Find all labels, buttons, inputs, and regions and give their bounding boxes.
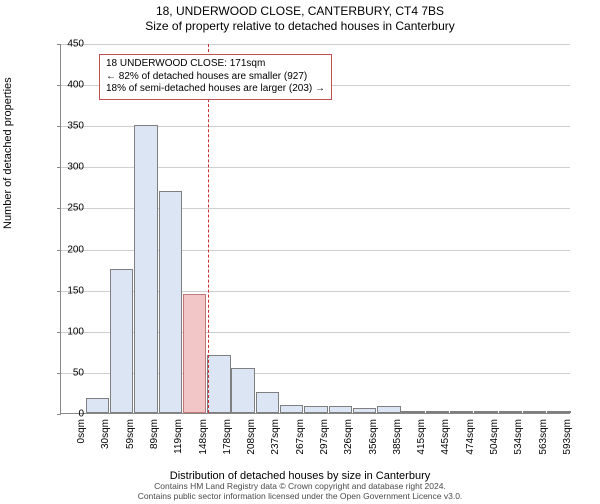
x-tick-label: 148sqm xyxy=(198,419,209,455)
attribution-text: Contains HM Land Registry data © Crown c… xyxy=(0,482,600,502)
y-tick-label: 400 xyxy=(44,80,84,91)
y-tick-label: 100 xyxy=(44,326,84,337)
bar xyxy=(523,411,546,413)
annotation-line: 18 UNDERWOOD CLOSE: 171sqm xyxy=(106,58,325,71)
x-tick-label: 297sqm xyxy=(319,419,330,455)
page-title: 18, UNDERWOOD CLOSE, CANTERBURY, CT4 7BS xyxy=(0,4,600,19)
x-tick-label: 474sqm xyxy=(465,419,476,455)
x-tick-label: 534sqm xyxy=(513,419,524,455)
bar xyxy=(377,406,400,413)
bar xyxy=(159,191,182,413)
y-tick-label: 300 xyxy=(44,162,84,173)
bar xyxy=(231,368,254,413)
annotation-line: ← 82% of detached houses are smaller (92… xyxy=(106,71,325,84)
x-tick-label: 119sqm xyxy=(173,419,184,454)
histogram-chart: 0sqm30sqm59sqm89sqm119sqm148sqm178sqm208… xyxy=(60,44,570,414)
x-tick-label: 89sqm xyxy=(149,419,160,449)
bar-highlight xyxy=(183,294,206,413)
bar xyxy=(401,411,424,413)
gridline xyxy=(61,44,570,45)
bar xyxy=(86,398,109,413)
x-tick-label: 385sqm xyxy=(392,419,403,455)
x-tick-label: 0sqm xyxy=(76,419,87,443)
attribution-line-2: Contains public sector information licen… xyxy=(0,492,600,502)
x-tick-label: 445sqm xyxy=(440,419,451,455)
x-tick-label: 208sqm xyxy=(246,419,257,455)
bar xyxy=(110,269,133,413)
x-tick-label: 504sqm xyxy=(489,419,500,455)
annotation-box: 18 UNDERWOOD CLOSE: 171sqm← 82% of detac… xyxy=(99,54,332,100)
bar xyxy=(304,406,327,413)
x-tick-label: 59sqm xyxy=(125,419,136,449)
x-tick-label: 415sqm xyxy=(416,419,427,455)
bar xyxy=(353,408,376,413)
x-tick-label: 267sqm xyxy=(295,419,306,455)
x-tick-label: 30sqm xyxy=(100,419,111,449)
x-axis-label: Distribution of detached houses by size … xyxy=(0,470,600,482)
x-tick-label: 593sqm xyxy=(562,419,573,455)
y-tick-label: 200 xyxy=(44,244,84,255)
bar xyxy=(329,406,352,413)
y-tick-label: 50 xyxy=(44,367,84,378)
y-tick-label: 450 xyxy=(44,39,84,50)
x-tick-label: 326sqm xyxy=(343,419,354,455)
y-tick-label: 150 xyxy=(44,285,84,296)
page-subtitle: Size of property relative to detached ho… xyxy=(0,19,600,34)
bar xyxy=(474,411,497,413)
bar xyxy=(280,405,303,413)
plot-region: 0sqm30sqm59sqm89sqm119sqm148sqm178sqm208… xyxy=(60,44,570,414)
y-tick-label: 250 xyxy=(44,203,84,214)
x-tick-label: 356sqm xyxy=(368,419,379,455)
bar xyxy=(499,411,522,413)
bar xyxy=(547,411,570,413)
bar xyxy=(256,392,279,413)
x-tick-label: 237sqm xyxy=(270,419,281,455)
bar xyxy=(134,125,157,413)
annotation-line: 18% of semi-detached houses are larger (… xyxy=(106,83,325,96)
y-tick-label: 350 xyxy=(44,121,84,132)
x-tick-label: 563sqm xyxy=(538,419,549,455)
y-axis-label: Number of detached properties xyxy=(2,77,14,229)
bar xyxy=(450,411,473,413)
y-tick-label: 0 xyxy=(44,409,84,420)
x-tick-label: 178sqm xyxy=(222,419,233,455)
bar xyxy=(426,411,449,413)
bar xyxy=(207,355,230,413)
